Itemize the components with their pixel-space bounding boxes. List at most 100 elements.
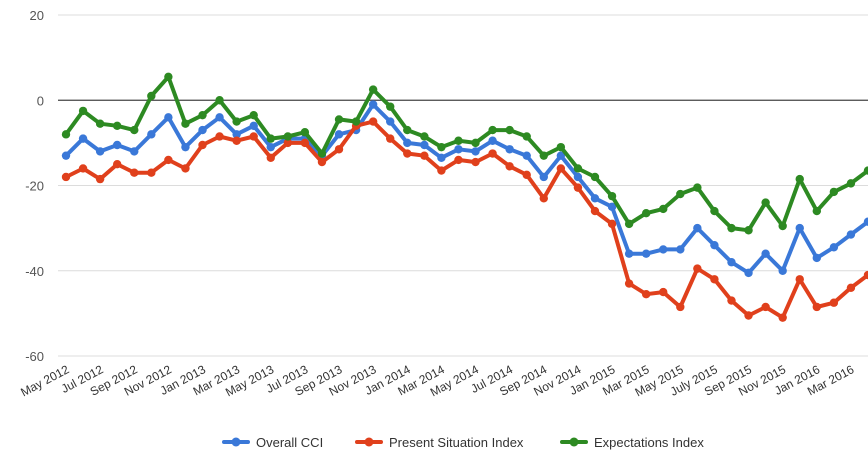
- data-point: [454, 136, 463, 145]
- data-point: [522, 170, 531, 180]
- data-point: [454, 145, 463, 154]
- data-point: [795, 275, 804, 284]
- data-point: [420, 151, 429, 160]
- data-point: [676, 302, 685, 312]
- data-point: [744, 268, 753, 278]
- data-point: [812, 206, 822, 216]
- data-point: [283, 132, 293, 141]
- series-lines: [61, 72, 868, 322]
- data-point: [556, 151, 566, 160]
- data-point: [386, 117, 395, 126]
- data-point: [368, 117, 378, 126]
- data-point: [710, 275, 719, 284]
- data-point: [863, 270, 868, 280]
- data-point: [778, 221, 787, 231]
- data-point: [78, 164, 88, 173]
- data-point: [147, 130, 156, 139]
- data-point: [437, 153, 446, 162]
- data-point: [249, 121, 258, 131]
- y-tick-label: 0: [37, 93, 44, 108]
- data-point: [334, 115, 344, 124]
- data-point: [659, 245, 668, 254]
- data-point: [351, 117, 361, 126]
- y-tick-label: -20: [25, 179, 44, 194]
- data-point: [61, 151, 71, 160]
- data-point: [624, 219, 634, 229]
- data-point: [676, 189, 685, 199]
- data-point: [266, 142, 275, 152]
- data-point: [829, 243, 839, 252]
- data-point: [95, 119, 105, 128]
- data-point: [198, 140, 207, 150]
- data-point: [215, 113, 224, 122]
- data-point: [761, 249, 770, 258]
- data-point: [95, 147, 105, 156]
- data-point: [744, 226, 753, 235]
- data-point: [181, 164, 190, 173]
- data-point: [420, 132, 429, 141]
- data-point: [624, 249, 634, 258]
- data-point: [437, 166, 446, 175]
- data-point: [778, 266, 787, 275]
- y-tick-label: 20: [30, 8, 44, 23]
- data-point: [300, 128, 310, 137]
- data-point: [181, 142, 190, 152]
- legend-swatch-dot: [364, 437, 374, 447]
- data-point: [164, 113, 173, 122]
- data-point: [795, 223, 804, 233]
- data-point: [539, 194, 548, 203]
- data-point: [215, 132, 224, 141]
- data-point: [78, 134, 88, 143]
- data-point: [710, 240, 719, 250]
- data-point: [232, 117, 241, 126]
- y-tick-label: -40: [25, 264, 44, 279]
- data-point: [863, 217, 868, 226]
- data-point: [727, 223, 736, 233]
- data-point: [795, 174, 804, 184]
- data-point: [249, 110, 258, 120]
- legend-label: Overall CCI: [256, 435, 323, 450]
- data-point: [676, 245, 685, 254]
- data-point: [232, 130, 241, 139]
- data-point: [624, 279, 634, 288]
- data-point: [539, 172, 548, 182]
- data-point: [164, 155, 173, 165]
- legend: Overall CCI Present Situation Index Expect…: [222, 435, 704, 450]
- y-tick-label: -60: [25, 349, 44, 364]
- data-point: [147, 91, 156, 101]
- data-point: [522, 132, 531, 141]
- data-point: [539, 151, 548, 160]
- data-point: [112, 159, 122, 169]
- data-point: [386, 134, 395, 143]
- data-point: [829, 298, 839, 307]
- data-point: [283, 138, 293, 148]
- data-point: [846, 230, 856, 239]
- data-point: [727, 258, 736, 267]
- data-point: [505, 162, 514, 171]
- data-point: [112, 140, 122, 150]
- data-point: [590, 172, 600, 182]
- data-point: [317, 149, 327, 158]
- data-point: [130, 125, 139, 135]
- data-point: [317, 157, 327, 167]
- data-point: [607, 219, 617, 229]
- legend-label: Expectations Index: [594, 435, 704, 450]
- data-point: [334, 145, 344, 154]
- data-point: [556, 164, 566, 173]
- data-point: [659, 287, 668, 297]
- data-point: [573, 172, 583, 182]
- data-point: [812, 253, 822, 263]
- data-point: [727, 296, 736, 305]
- data-point: [386, 102, 395, 111]
- gridlines: [58, 14, 868, 357]
- data-point: [693, 183, 702, 192]
- data-point: [829, 187, 839, 197]
- data-point: [403, 149, 412, 158]
- data-point: [471, 147, 480, 156]
- data-point: [437, 142, 446, 152]
- data-point: [505, 125, 514, 135]
- data-point: [130, 168, 139, 177]
- data-point: [573, 183, 583, 192]
- data-point: [607, 202, 617, 212]
- data-point: [846, 283, 856, 292]
